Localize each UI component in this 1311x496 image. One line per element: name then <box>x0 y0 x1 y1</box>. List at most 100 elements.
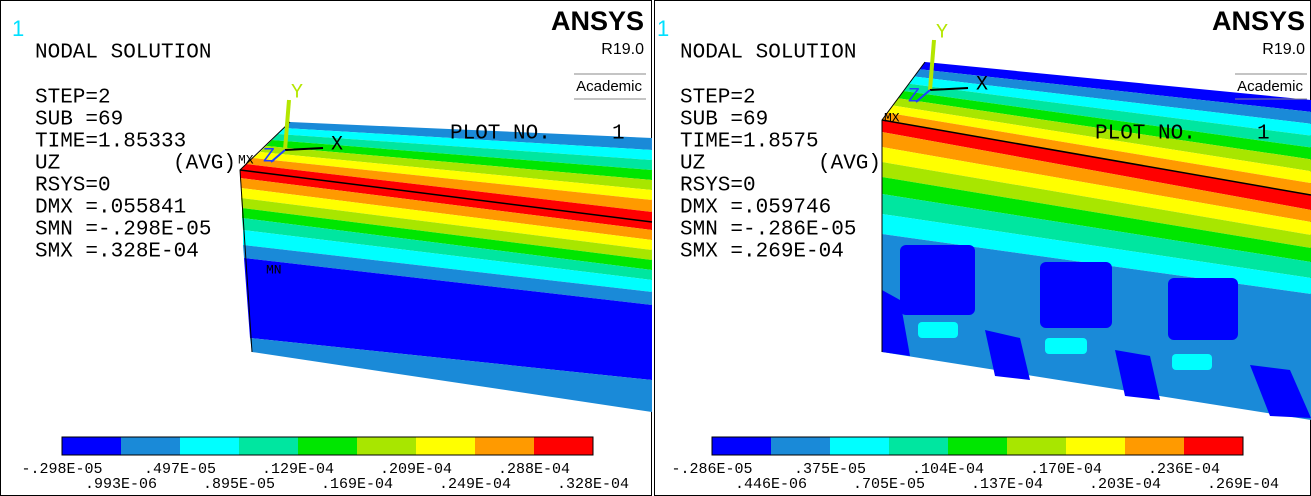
legend-swatch <box>239 437 298 455</box>
legend-label: .249E-04 <box>439 476 511 493</box>
legend-frame <box>711 436 1244 456</box>
contour-band <box>272 134 652 170</box>
contour-band <box>243 230 652 292</box>
legend-label: .137E-04 <box>971 476 1043 493</box>
brand-logo: ANSYS <box>1212 6 1305 36</box>
legend-label: .497E-05 <box>144 461 216 478</box>
contour-band <box>908 76 1311 136</box>
info-line: SUB =69 <box>680 109 768 132</box>
min-marker: MN <box>266 262 282 277</box>
info-line: SUB =69 <box>35 109 123 132</box>
info-line: SMX =.269E-04 <box>680 241 844 264</box>
contour-band <box>243 245 652 305</box>
info-line: RSYS=0 <box>35 175 111 198</box>
legend-label: .236E-04 <box>1148 461 1220 478</box>
contour-band <box>882 290 910 356</box>
legend-swatch <box>712 437 771 455</box>
legend-label: .705E-05 <box>853 476 925 493</box>
axis-z-label: Z <box>263 145 275 168</box>
contour-band <box>892 98 1311 172</box>
license: Academic <box>576 78 642 95</box>
info-line: TIME=1.8575 <box>680 131 819 154</box>
info-line: DMX =.059746 <box>680 197 831 220</box>
contour-region <box>1172 354 1212 370</box>
legend-frame <box>61 436 594 456</box>
contour-band <box>882 147 1311 235</box>
legend-label: .269E-04 <box>1207 476 1279 493</box>
max-marker: MX <box>238 152 254 167</box>
contour-region <box>1045 338 1087 354</box>
license: Academic <box>1237 78 1303 95</box>
legend-label: .288E-04 <box>498 461 570 478</box>
version: R19.0 <box>1262 41 1305 58</box>
legend-label: -.298E-05 <box>21 461 102 478</box>
info-line: TIME=1.85333 <box>35 131 186 154</box>
legend-swatch <box>889 437 948 455</box>
info-line: SMN =-.286E-05 <box>680 219 856 242</box>
legend-swatch <box>1184 437 1243 455</box>
legend-label: .203E-04 <box>1089 476 1161 493</box>
info-line: SMN =-.298E-05 <box>35 219 211 242</box>
contour-band <box>1250 365 1311 418</box>
contour-band <box>278 128 652 160</box>
legend-swatch <box>121 437 180 455</box>
legend-label: .895E-05 <box>203 476 275 493</box>
contour-region <box>1040 262 1112 328</box>
axis-z-label: Z <box>908 85 920 108</box>
contour-band <box>919 62 1311 112</box>
contour-band <box>242 218 652 280</box>
contour-band <box>240 164 652 222</box>
contour-band <box>1115 350 1160 400</box>
legend-label: .170E-04 <box>1030 461 1102 478</box>
contour-band <box>882 194 1311 278</box>
title: NODAL SOLUTION <box>35 42 211 65</box>
plot-label: PLOT NO. <box>1095 123 1196 146</box>
axis-y <box>283 99 291 151</box>
info-line: STEP=2 <box>35 87 111 110</box>
window-number: 1 <box>12 16 24 41</box>
legend-swatch <box>357 437 416 455</box>
contour-band <box>985 330 1030 380</box>
legend-swatch <box>416 437 475 455</box>
edge-line <box>881 61 926 352</box>
axis-x-label: X <box>976 73 988 96</box>
legend-label: .129E-04 <box>262 461 334 478</box>
contour-band <box>241 198 652 260</box>
legend-swatch <box>1125 437 1184 455</box>
axis-z <box>270 149 286 163</box>
avg-label: (AVG) <box>173 153 236 176</box>
contour-region <box>900 245 975 315</box>
axis-y-label: Y <box>291 81 303 104</box>
legend-swatch <box>830 437 889 455</box>
legend-swatch <box>1066 437 1125 455</box>
edge-line <box>239 169 653 223</box>
legend-swatch <box>180 437 239 455</box>
legend-swatch <box>771 437 830 455</box>
contour-band <box>903 83 1311 148</box>
contour-band <box>246 158 652 212</box>
contour-band <box>240 178 652 240</box>
contour-band <box>887 105 1311 184</box>
title: NODAL SOLUTION <box>680 42 856 65</box>
contour-band <box>240 170 652 230</box>
result-label: UZ <box>680 153 705 176</box>
contour-band <box>882 120 1311 210</box>
legend-label: .993E-06 <box>85 476 157 493</box>
legend-label: .209E-04 <box>380 461 452 478</box>
contour-band <box>244 258 652 380</box>
contour-band <box>241 188 652 250</box>
legend-swatch <box>62 437 121 455</box>
axis-x-label: X <box>331 133 343 156</box>
info-line: STEP=2 <box>680 87 756 110</box>
axis-x <box>929 87 969 91</box>
contour-band <box>260 146 652 190</box>
plot-number: 1 <box>612 123 625 146</box>
legend-label: .169E-04 <box>321 476 393 493</box>
legend-label: .328E-04 <box>557 476 629 493</box>
contour-band <box>253 152 652 200</box>
contour-band <box>914 69 1311 124</box>
contour-band <box>882 177 1311 262</box>
contour-region <box>918 322 958 338</box>
contour-band <box>882 162 1311 248</box>
